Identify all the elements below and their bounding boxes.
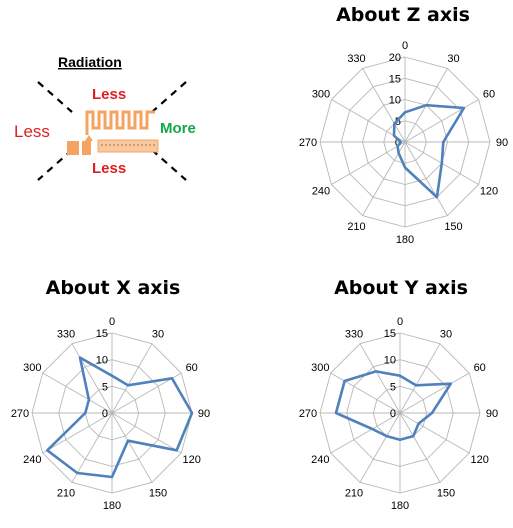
angle-tick-label: 300 (23, 362, 41, 374)
grid-spoke (71, 343, 113, 414)
angle-tick-label: 90 (486, 408, 498, 420)
label-more-right: More (160, 120, 196, 137)
grid-spoke (71, 412, 113, 483)
angle-tick-label: 270 (11, 408, 29, 420)
radial-tick-label: 0 (102, 408, 108, 420)
chart-title-z: About Z axis (336, 4, 470, 26)
angle-tick-label: 150 (444, 221, 462, 233)
radial-tick-label: 15 (96, 328, 108, 340)
radial-tick-label: 15 (384, 328, 396, 340)
grid-spoke (111, 343, 153, 414)
grid-spoke (330, 372, 401, 414)
grid-spoke (42, 412, 113, 454)
angle-tick-label: 240 (23, 454, 41, 466)
angle-tick-label: 180 (396, 234, 414, 246)
angle-tick-label: 240 (312, 186, 330, 198)
diagonal-line-bottom-left (37, 149, 73, 181)
angle-tick-label: 330 (345, 328, 363, 340)
radial-tick-label: 5 (395, 116, 401, 128)
angle-tick-label: 30 (440, 328, 452, 340)
grid-spoke (399, 412, 470, 454)
grid-spoke (399, 412, 441, 483)
angle-tick-label: 30 (152, 328, 164, 340)
antenna-icon (67, 110, 159, 155)
grid-spoke (359, 412, 401, 483)
radial-tick-label: 5 (390, 381, 396, 393)
radial-tick-label: 5 (102, 381, 108, 393)
grid-spoke (399, 372, 470, 414)
diagram-title: Radiation (58, 54, 122, 70)
label-less-bottom: Less (92, 160, 126, 177)
diagonal-line-top-left (37, 81, 73, 113)
grid-spoke (359, 343, 401, 414)
angle-tick-label: 180 (103, 500, 121, 512)
angle-tick-label: 60 (483, 89, 495, 101)
grid-spoke (111, 412, 182, 454)
radial-tick-label: 15 (389, 73, 401, 85)
radial-tick-label: 10 (96, 355, 108, 367)
radiation-diagram: Radiation Less Less Less More (14, 54, 196, 181)
angle-tick-label: 0 (397, 316, 403, 328)
label-less-left: Less (14, 122, 50, 141)
grid-spoke (330, 412, 401, 454)
angle-tick-label: 210 (347, 221, 365, 233)
grid-spoke (404, 99, 479, 143)
chart-title-y: About Y axis (334, 277, 468, 299)
radial-tick-label: 0 (395, 137, 401, 149)
angle-tick-label: 330 (347, 53, 365, 65)
angle-tick-label: 0 (402, 40, 408, 52)
angle-tick-label: 120 (471, 454, 489, 466)
grid-spoke (362, 68, 406, 143)
grid-spoke (111, 412, 153, 483)
radial-tick-label: 20 (389, 52, 401, 64)
grid-spoke (331, 141, 406, 185)
chart-title-x: About X axis (45, 277, 181, 299)
angle-tick-label: 210 (57, 488, 75, 500)
diagonal-line-top-right (151, 81, 187, 113)
grid-spoke (42, 372, 113, 414)
angle-tick-label: 90 (198, 408, 210, 420)
angle-tick-label: 120 (183, 454, 201, 466)
angle-tick-label: 300 (311, 362, 329, 374)
grid-spoke (399, 343, 441, 414)
angle-tick-label: 150 (149, 488, 167, 500)
angle-tick-label: 240 (311, 454, 329, 466)
angle-tick-label: 300 (312, 89, 330, 101)
angle-tick-label: 180 (391, 500, 409, 512)
radial-tick-label: 10 (384, 355, 396, 367)
angle-tick-label: 90 (496, 137, 508, 149)
angle-tick-label: 210 (345, 488, 363, 500)
angle-tick-label: 270 (299, 137, 317, 149)
angle-tick-label: 60 (186, 362, 198, 374)
angle-tick-label: 330 (57, 328, 75, 340)
angle-tick-label: 120 (480, 186, 498, 198)
radial-tick-label: 0 (390, 408, 396, 420)
angle-tick-label: 150 (437, 488, 455, 500)
diagonal-line-bottom-right (151, 149, 187, 181)
grid-spoke (404, 141, 448, 216)
label-less-top: Less (92, 86, 126, 103)
angle-tick-label: 0 (109, 316, 115, 328)
angle-tick-label: 270 (299, 408, 317, 420)
angle-tick-label: 60 (474, 362, 486, 374)
angle-tick-label: 30 (447, 53, 459, 65)
radial-tick-label: 10 (389, 95, 401, 107)
